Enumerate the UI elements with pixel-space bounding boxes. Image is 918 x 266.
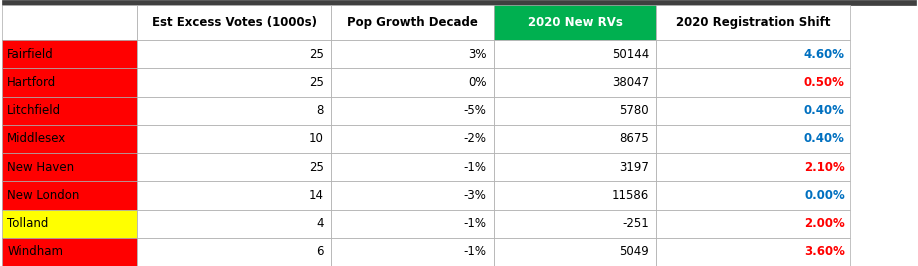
Bar xyxy=(494,5,656,40)
Text: Pop Growth Decade: Pop Growth Decade xyxy=(347,16,477,29)
Bar xyxy=(656,125,850,153)
Text: Est Excess Votes (1000s): Est Excess Votes (1000s) xyxy=(151,16,317,29)
Bar xyxy=(2,0,916,5)
Text: 3197: 3197 xyxy=(620,161,649,174)
Bar xyxy=(137,153,331,181)
Text: -2%: -2% xyxy=(464,132,487,146)
Bar xyxy=(331,238,494,266)
Bar xyxy=(494,40,656,68)
Bar xyxy=(137,125,331,153)
Bar xyxy=(2,238,137,266)
Text: Fairfield: Fairfield xyxy=(7,48,54,61)
Text: -3%: -3% xyxy=(464,189,487,202)
Text: 14: 14 xyxy=(308,189,324,202)
Bar xyxy=(656,68,850,97)
Bar xyxy=(494,125,656,153)
Bar xyxy=(494,97,656,125)
Bar xyxy=(494,181,656,210)
Bar xyxy=(2,68,137,97)
Bar xyxy=(331,5,494,40)
Text: 0.40%: 0.40% xyxy=(804,104,845,117)
Text: -251: -251 xyxy=(622,217,649,230)
Text: 4: 4 xyxy=(316,217,324,230)
Text: Hartford: Hartford xyxy=(7,76,57,89)
Text: 0.40%: 0.40% xyxy=(804,132,845,146)
Bar xyxy=(2,40,137,68)
Bar xyxy=(331,125,494,153)
Bar xyxy=(494,238,656,266)
Text: 0.50%: 0.50% xyxy=(804,76,845,89)
Text: -1%: -1% xyxy=(464,245,487,258)
Text: Middlesex: Middlesex xyxy=(7,132,67,146)
Bar xyxy=(137,238,331,266)
Bar xyxy=(656,238,850,266)
Text: 8: 8 xyxy=(317,104,324,117)
Bar xyxy=(137,97,331,125)
Bar xyxy=(331,97,494,125)
Bar xyxy=(656,5,850,40)
Text: 25: 25 xyxy=(308,161,324,174)
Text: Tolland: Tolland xyxy=(7,217,49,230)
Text: New Haven: New Haven xyxy=(7,161,74,174)
Text: 3%: 3% xyxy=(468,48,487,61)
Text: 50144: 50144 xyxy=(612,48,649,61)
Bar xyxy=(656,40,850,68)
Text: -5%: -5% xyxy=(464,104,487,117)
Bar xyxy=(656,97,850,125)
Bar xyxy=(137,5,331,40)
Bar xyxy=(2,125,137,153)
Text: 0%: 0% xyxy=(468,76,487,89)
Bar xyxy=(331,40,494,68)
Bar xyxy=(2,5,137,40)
Text: 11586: 11586 xyxy=(612,189,649,202)
Text: -1%: -1% xyxy=(464,217,487,230)
Text: 2020 Registration Shift: 2020 Registration Shift xyxy=(677,16,831,29)
Bar xyxy=(656,153,850,181)
Bar xyxy=(331,181,494,210)
Text: 25: 25 xyxy=(308,76,324,89)
Text: 8675: 8675 xyxy=(620,132,649,146)
Text: New London: New London xyxy=(7,189,80,202)
Bar xyxy=(494,153,656,181)
Text: 6: 6 xyxy=(316,245,324,258)
Bar xyxy=(2,210,137,238)
Text: 2.00%: 2.00% xyxy=(804,217,845,230)
Text: 2020 New RVs: 2020 New RVs xyxy=(528,16,622,29)
Text: 25: 25 xyxy=(308,48,324,61)
Bar xyxy=(2,181,137,210)
Text: 5049: 5049 xyxy=(620,245,649,258)
Bar xyxy=(331,210,494,238)
Bar xyxy=(137,210,331,238)
Bar xyxy=(494,210,656,238)
Bar xyxy=(656,181,850,210)
Text: Windham: Windham xyxy=(7,245,63,258)
Text: 10: 10 xyxy=(308,132,324,146)
Bar xyxy=(2,153,137,181)
Text: 5780: 5780 xyxy=(620,104,649,117)
Bar xyxy=(137,40,331,68)
Text: 0.00%: 0.00% xyxy=(804,189,845,202)
Bar xyxy=(137,68,331,97)
Bar xyxy=(331,153,494,181)
Bar xyxy=(656,210,850,238)
Text: 2.10%: 2.10% xyxy=(804,161,845,174)
Bar xyxy=(331,68,494,97)
Text: Litchfield: Litchfield xyxy=(7,104,62,117)
Bar xyxy=(2,97,137,125)
Bar xyxy=(494,68,656,97)
Text: 38047: 38047 xyxy=(612,76,649,89)
Text: 3.60%: 3.60% xyxy=(804,245,845,258)
Text: 4.60%: 4.60% xyxy=(804,48,845,61)
Bar xyxy=(137,181,331,210)
Text: -1%: -1% xyxy=(464,161,487,174)
